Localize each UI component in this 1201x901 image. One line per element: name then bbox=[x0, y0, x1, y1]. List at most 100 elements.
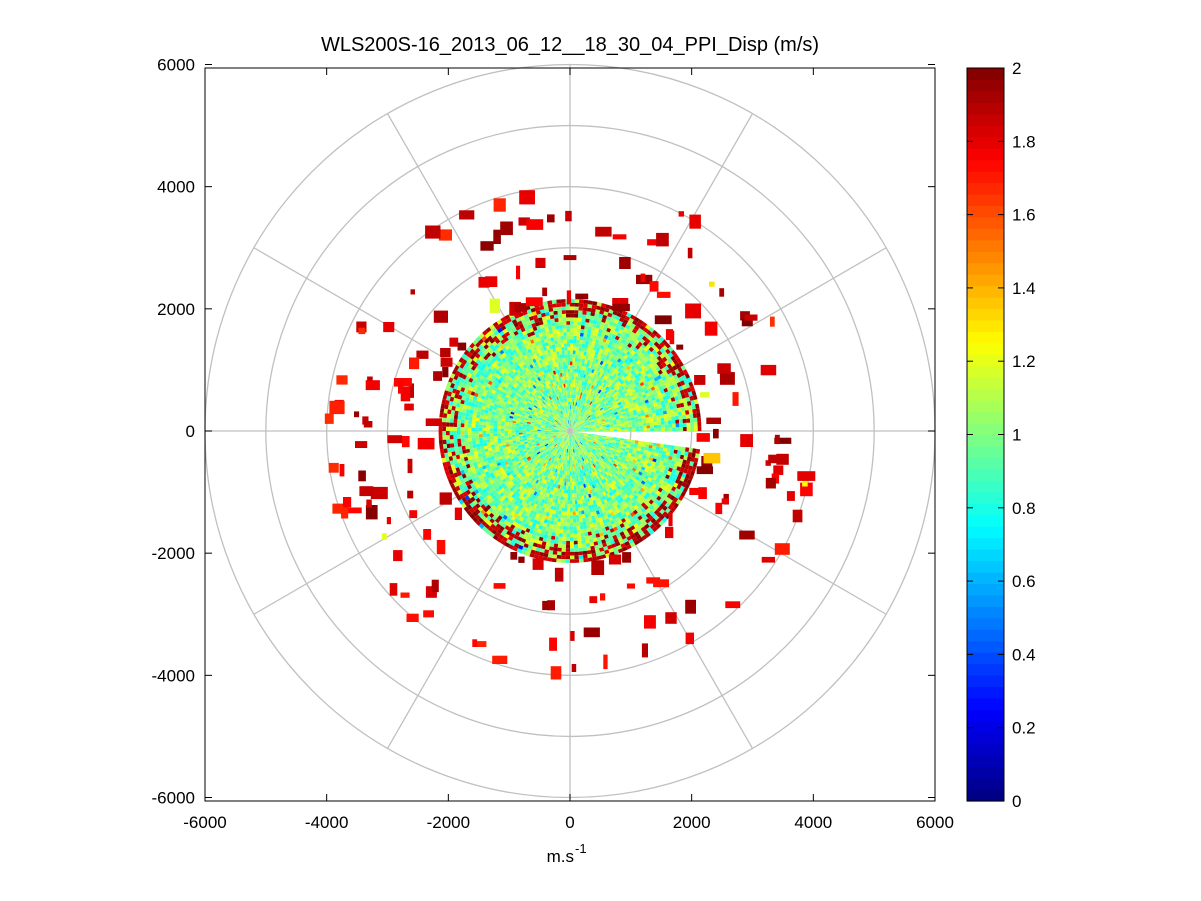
field-cell bbox=[641, 415, 646, 419]
field-cell bbox=[481, 376, 487, 382]
field-cell bbox=[576, 419, 580, 423]
field-cell bbox=[460, 457, 465, 463]
field-cell bbox=[577, 428, 581, 430]
field-cell bbox=[517, 403, 522, 407]
field-cell bbox=[655, 408, 660, 413]
field-cell bbox=[555, 400, 559, 405]
field-cell bbox=[607, 399, 612, 403]
field-cell bbox=[518, 456, 523, 461]
field-cell bbox=[470, 466, 476, 471]
field-cell bbox=[574, 422, 578, 426]
field-cell bbox=[575, 418, 578, 422]
field-cell bbox=[516, 417, 521, 421]
field-cell bbox=[542, 401, 546, 405]
field-cell bbox=[609, 395, 614, 400]
field-cell bbox=[596, 301, 602, 307]
field-cell bbox=[514, 352, 519, 357]
field-cell bbox=[585, 352, 590, 357]
field-cell bbox=[616, 420, 621, 423]
field-cell bbox=[453, 426, 457, 431]
field-cell bbox=[659, 411, 664, 416]
field-cell bbox=[556, 435, 560, 437]
field-cell bbox=[484, 378, 490, 384]
field-cell bbox=[480, 358, 487, 364]
field-cell bbox=[450, 447, 455, 452]
field-cell bbox=[560, 339, 564, 344]
field-cell bbox=[653, 392, 658, 397]
field-cell bbox=[512, 418, 517, 422]
field-cell bbox=[517, 455, 522, 459]
field-cell bbox=[523, 387, 528, 392]
field-cell bbox=[453, 459, 458, 465]
field-cell bbox=[478, 424, 483, 428]
field-cell bbox=[515, 449, 520, 453]
field-cell bbox=[461, 415, 466, 420]
field-cell bbox=[597, 343, 602, 349]
field-cell bbox=[579, 525, 584, 530]
field-cell bbox=[504, 453, 510, 458]
field-cell bbox=[560, 424, 565, 427]
field-cell bbox=[567, 416, 569, 421]
field-cell bbox=[683, 378, 689, 385]
field-cell bbox=[507, 428, 512, 431]
field-cell bbox=[636, 390, 641, 395]
field-cell bbox=[614, 413, 619, 417]
field-cell bbox=[464, 361, 471, 367]
field-cell bbox=[552, 407, 555, 411]
field-cell bbox=[608, 332, 614, 338]
field-cell bbox=[541, 387, 545, 392]
field-cell bbox=[521, 351, 527, 357]
field-cell bbox=[588, 417, 593, 420]
field-cell bbox=[463, 477, 469, 483]
field-cell bbox=[552, 411, 556, 416]
field-cell bbox=[541, 366, 546, 371]
field-cell bbox=[561, 380, 564, 385]
field-cell bbox=[530, 448, 535, 452]
field-cell bbox=[458, 411, 463, 416]
field-cell bbox=[550, 439, 554, 442]
field-cell bbox=[563, 413, 565, 418]
field-cell bbox=[548, 371, 552, 376]
field-cell bbox=[474, 403, 479, 408]
field-cell bbox=[511, 422, 516, 426]
field-cell bbox=[500, 397, 505, 402]
field-cell bbox=[603, 415, 608, 419]
field-cell bbox=[466, 452, 471, 457]
field-cell bbox=[504, 426, 509, 429]
field-cell bbox=[519, 315, 525, 321]
field-cell bbox=[562, 500, 566, 505]
field-cell bbox=[613, 389, 618, 394]
field-cell bbox=[572, 420, 575, 425]
field-cell bbox=[573, 379, 576, 384]
field-cell bbox=[618, 328, 624, 334]
field-cell bbox=[567, 493, 570, 497]
field-cell bbox=[549, 437, 554, 440]
field-cell bbox=[570, 354, 573, 358]
field-cell bbox=[531, 418, 536, 421]
field-cell bbox=[608, 400, 613, 405]
field-cell bbox=[540, 309, 545, 314]
field-cell bbox=[491, 327, 498, 333]
field-cell bbox=[625, 394, 631, 398]
field-cell bbox=[559, 500, 563, 504]
field-cell bbox=[570, 394, 572, 398]
field-cell bbox=[592, 377, 596, 382]
field-cell bbox=[580, 354, 584, 359]
field-cell bbox=[551, 428, 556, 430]
field-cell bbox=[570, 361, 573, 366]
field-cell bbox=[518, 362, 523, 368]
field-cell bbox=[491, 458, 496, 463]
field-cell bbox=[455, 454, 461, 460]
field-cell bbox=[584, 322, 589, 327]
field-cell bbox=[562, 357, 566, 362]
field-cell bbox=[438, 431, 443, 436]
field-cell bbox=[470, 454, 476, 460]
field-cell bbox=[558, 391, 562, 396]
field-cell bbox=[525, 454, 530, 459]
field-cell bbox=[448, 387, 454, 393]
field-cell bbox=[587, 345, 592, 350]
field-cell bbox=[500, 452, 505, 457]
field-cell bbox=[482, 329, 488, 336]
field-cell bbox=[515, 317, 521, 323]
field-cell bbox=[570, 317, 574, 322]
